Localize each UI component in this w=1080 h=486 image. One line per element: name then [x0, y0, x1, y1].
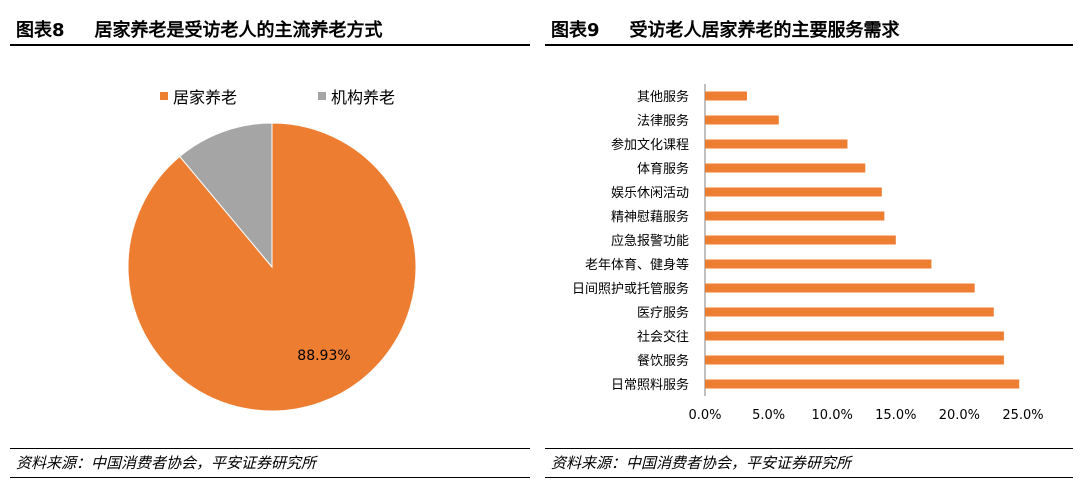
category-label: 精神慰藉服务 — [611, 209, 689, 225]
legend-item-home-care: 居家养老 — [160, 84, 237, 108]
figure-9-source: 资料来源：中国消费者协会，平安证券研究所 — [545, 448, 1073, 478]
category-label: 医疗服务 — [637, 305, 689, 321]
x-tick-label: 5.0% — [752, 408, 785, 423]
figure-8-source: 资料来源：中国消费者协会，平安证券研究所 — [10, 448, 530, 478]
bar — [705, 283, 975, 293]
legend-label-institution-care: 机构养老 — [331, 88, 396, 107]
bar — [705, 115, 779, 125]
category-label: 日间照护或托管服务 — [572, 281, 689, 297]
legend-swatch-home-care — [160, 92, 168, 100]
bar — [705, 139, 848, 149]
x-tick-label: 0.0% — [688, 408, 721, 423]
bar — [705, 355, 1004, 365]
figure-9-panel: 图表9 受访老人居家养老的主要服务需求 其他服务法律服务参加文化课程体育服务娱乐… — [545, 0, 1073, 486]
bar — [705, 331, 1004, 341]
figure-8-title: 居家养老是受访老人的主流养老方式 — [94, 20, 383, 41]
bar — [705, 187, 882, 197]
figure-9-title: 受访老人居家养老的主要服务需求 — [629, 20, 900, 41]
figure-8-panel: 图表8 居家养老是受访老人的主流养老方式 居家养老 机构养老 88.93% 资料… — [10, 0, 530, 486]
category-label: 法律服务 — [637, 113, 689, 129]
category-label: 体育服务 — [637, 161, 689, 177]
figure-8-title-bar: 图表8 居家养老是受访老人的主流养老方式 — [10, 14, 530, 46]
pie-chart: 88.93% — [127, 122, 417, 412]
category-label: 娱乐休闲活动 — [611, 186, 689, 201]
legend-label-home-care: 居家养老 — [173, 88, 238, 107]
bar — [705, 163, 866, 173]
category-label: 餐饮服务 — [637, 353, 689, 369]
bar — [705, 91, 747, 101]
figure-9-label: 图表9 — [551, 20, 600, 41]
bar — [705, 235, 896, 245]
category-label: 老年体育、健身等 — [585, 257, 689, 273]
pie-data-label: 88.93% — [297, 348, 350, 364]
x-tick-label: 25.0% — [1002, 408, 1043, 423]
category-label: 其他服务 — [637, 89, 689, 105]
category-label: 日常照料服务 — [611, 377, 689, 393]
pie-slice-institution-care — [179, 122, 273, 269]
x-tick-label: 20.0% — [939, 408, 980, 423]
category-label: 应急报警功能 — [611, 233, 689, 249]
category-label: 社会交往 — [637, 329, 689, 345]
x-tick-label: 15.0% — [875, 408, 916, 423]
category-label: 参加文化课程 — [611, 137, 689, 153]
x-tick-label: 10.0% — [812, 408, 853, 423]
bar — [705, 259, 932, 269]
legend-item-institution-care: 机构养老 — [318, 84, 395, 108]
bar-chart: 其他服务法律服务参加文化课程体育服务娱乐休闲活动精神慰藉服务应急报警功能老年体育… — [572, 84, 1044, 423]
figure-8-label: 图表8 — [16, 20, 65, 41]
bar — [705, 379, 1020, 389]
figure-9-title-bar: 图表9 受访老人居家养老的主要服务需求 — [545, 14, 1073, 46]
bar — [705, 307, 994, 317]
bar — [705, 211, 885, 221]
legend-swatch-institution-care — [318, 92, 326, 100]
